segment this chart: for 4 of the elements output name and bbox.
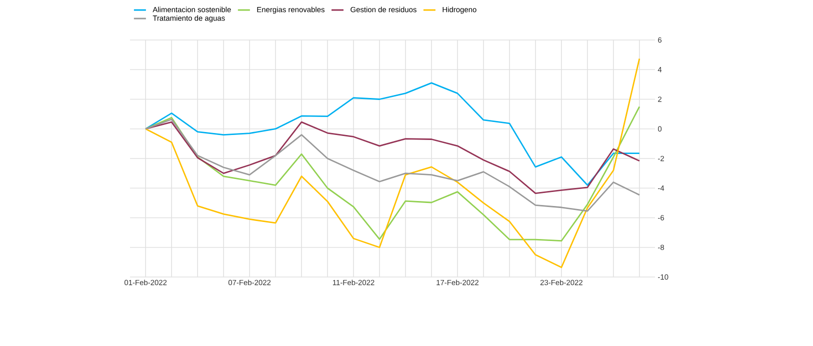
line-series	[144, 106, 640, 242]
line-series	[144, 118, 640, 212]
line-series	[144, 58, 640, 268]
line-series	[144, 82, 640, 186]
